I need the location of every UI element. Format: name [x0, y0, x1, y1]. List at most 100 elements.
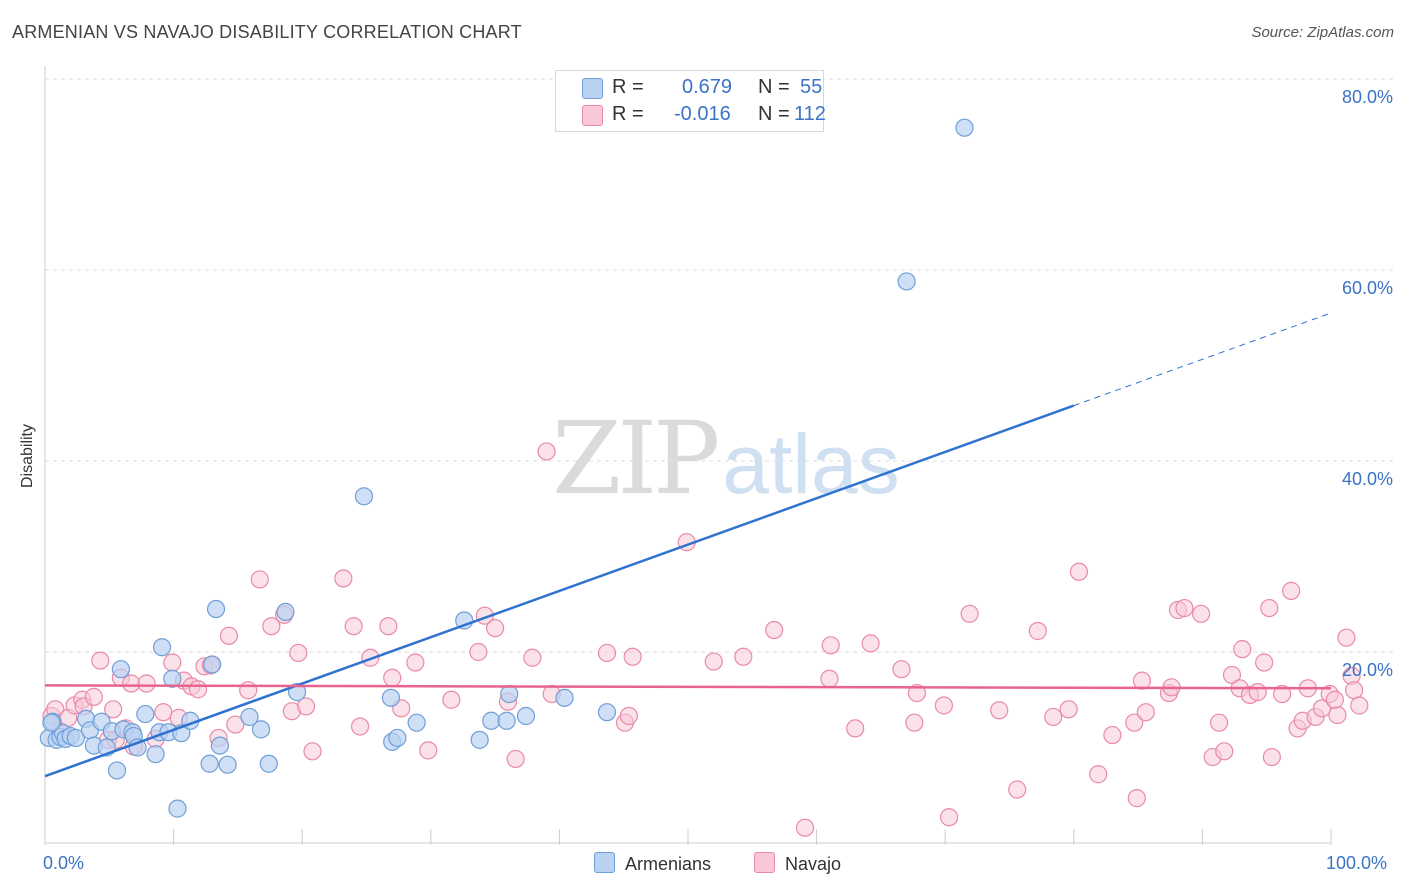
armenian-point: [500, 684, 519, 704]
navajo-point: [934, 696, 954, 715]
navajo-point: [1222, 665, 1242, 685]
armenian-point: [107, 761, 127, 780]
navajo-point: [765, 620, 784, 640]
navajo-point: [1136, 703, 1155, 722]
navajo-point: [226, 715, 245, 734]
navajo-point: [350, 717, 370, 736]
armenian-point: [555, 688, 574, 707]
legend-label: Armenians: [625, 854, 712, 874]
navajo-point: [734, 647, 753, 666]
navajo-point: [104, 700, 123, 719]
navajo-point: [137, 674, 156, 693]
watermark-atlas: atlas: [722, 417, 900, 511]
navajo-point: [303, 742, 322, 761]
navajo-point: [846, 719, 865, 738]
navajo-point: [905, 713, 924, 732]
armenian-point: [354, 487, 374, 506]
chart-title: ARMENIAN VS NAVAJO DISABILITY CORRELATIO…: [12, 22, 522, 42]
navajo-point: [1262, 747, 1281, 767]
armenian-point: [146, 745, 165, 764]
y-tick-label: 40.0%: [1341, 469, 1393, 489]
navajo-point: [537, 442, 556, 461]
armenian-point: [407, 713, 426, 732]
navajo-point: [84, 687, 103, 706]
n-label: N =: [758, 103, 790, 125]
armenians-trend-extension: [1073, 312, 1332, 407]
navajo-point: [1312, 699, 1332, 718]
n-label: N =: [758, 76, 790, 98]
navajo-point: [250, 570, 269, 589]
armenian-point: [381, 688, 401, 707]
navajo-point: [1282, 581, 1301, 600]
x-tick-label: 100.0%: [1326, 853, 1388, 873]
navajo-point: [486, 619, 505, 638]
navajo-point: [1127, 789, 1146, 808]
armenian-point: [152, 638, 172, 657]
navajo-point: [821, 636, 840, 655]
navajo-point: [619, 706, 638, 726]
armenians-trend-line: [44, 404, 1075, 778]
navajo-point: [1260, 598, 1279, 618]
legend-label: Navajo: [785, 854, 842, 874]
navajo-point: [91, 651, 110, 670]
navajo-point: [597, 643, 617, 663]
watermark-zip: ZIP: [552, 400, 720, 517]
armenian-point: [42, 713, 61, 732]
navajo-point: [1103, 725, 1122, 745]
armenian-point: [206, 599, 226, 619]
y-tick-label: 80.0%: [1341, 87, 1393, 107]
navajo-point: [188, 680, 208, 699]
navajo-point: [506, 749, 525, 769]
navajo-point: [1069, 562, 1089, 581]
navajo-point: [1210, 713, 1229, 732]
navajo-point: [1215, 742, 1234, 761]
navajo-point: [795, 818, 815, 837]
armenians-swatch: [594, 852, 615, 873]
navajo-point: [289, 643, 308, 663]
navajo-point: [960, 604, 979, 623]
navajo-point: [239, 681, 258, 700]
y-tick-label: 60.0%: [1341, 278, 1393, 298]
navajo-point: [469, 642, 488, 662]
r-value: 0.679: [682, 76, 733, 98]
navajo-point: [1175, 598, 1194, 618]
armenian-point: [111, 660, 130, 679]
correlation-legend: R = 0.679 N = 55 R = -0.016 N = 112: [555, 70, 826, 132]
armenian-point: [516, 706, 536, 726]
r-label: R =: [612, 76, 644, 98]
legend-item-navajo[interactable]: Navajo: [754, 852, 841, 875]
navajo-point: [1345, 681, 1364, 700]
armenian-point: [470, 730, 489, 749]
navajo-swatch: [582, 105, 603, 126]
armenian-point: [168, 799, 187, 818]
navajo-point: [262, 617, 281, 636]
navajo-point: [419, 741, 438, 760]
navajo-point: [334, 569, 353, 588]
navajo-point: [1350, 696, 1369, 715]
navajo-point: [1044, 707, 1063, 727]
navajo-point: [1059, 700, 1078, 719]
source-label: Source: ZipAtlas.com: [1251, 24, 1394, 41]
navajo-point: [406, 653, 425, 672]
navajo-point: [523, 648, 542, 667]
armenian-point: [482, 711, 501, 730]
navajo-point: [907, 683, 927, 703]
navajo-point: [990, 701, 1009, 720]
armenian-point: [388, 728, 407, 748]
n-value: 55: [800, 76, 823, 98]
armenian-point: [240, 707, 259, 727]
armenian-point: [66, 728, 85, 748]
armenian-point: [897, 272, 916, 291]
armenian-point: [276, 602, 295, 621]
navajo-point: [1233, 640, 1252, 659]
navajo-point: [892, 660, 911, 679]
navajo-point: [1089, 765, 1108, 784]
navajo-point: [1125, 713, 1144, 732]
legend-item-armenians[interactable]: Armenians: [594, 852, 711, 875]
navajo-point: [1132, 671, 1152, 690]
navajo-point: [939, 808, 959, 827]
navajo-point: [1192, 604, 1211, 623]
navajo-point: [442, 690, 461, 709]
armenian-point: [597, 703, 617, 722]
n-value: 112: [794, 103, 826, 125]
